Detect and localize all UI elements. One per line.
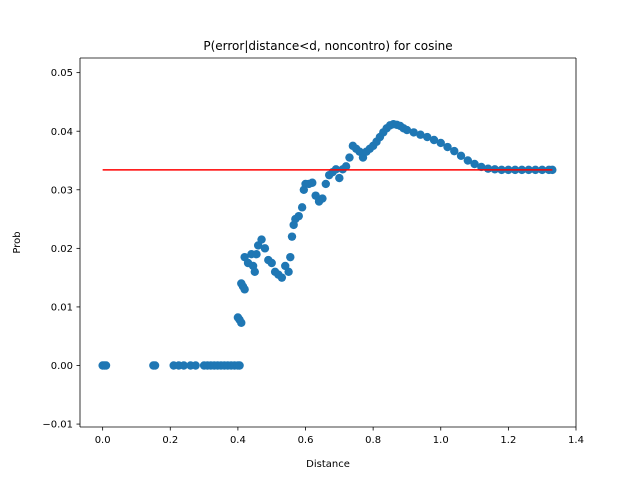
data-point bbox=[237, 318, 246, 327]
data-point bbox=[456, 151, 466, 161]
x-tick-label: 1.0 bbox=[433, 435, 449, 446]
data-point bbox=[252, 250, 261, 259]
data-point bbox=[294, 211, 303, 221]
y-tick-label: 0.01 bbox=[51, 303, 73, 314]
y-axis-label: Prob bbox=[12, 231, 23, 253]
x-axis-ticks: 0.0 0.2 0.4 0.6 0.8 1.0 1.2 1.4 bbox=[95, 427, 584, 446]
data-point bbox=[409, 128, 418, 137]
y-tick-label: 0.03 bbox=[51, 185, 73, 196]
data-point bbox=[345, 153, 354, 162]
data-point bbox=[240, 285, 249, 294]
data-point bbox=[150, 361, 160, 370]
data-point bbox=[235, 361, 244, 370]
data-point bbox=[286, 252, 295, 262]
x-tick-label: 0.6 bbox=[298, 435, 314, 446]
data-point bbox=[429, 135, 439, 145]
data-point bbox=[443, 142, 452, 152]
x-tick-label: 0.4 bbox=[230, 435, 246, 446]
data-point bbox=[260, 244, 270, 253]
x-axis-label: Distance bbox=[306, 459, 350, 470]
data-point bbox=[308, 178, 317, 187]
data-point bbox=[287, 232, 297, 241]
data-point bbox=[402, 125, 412, 135]
y-tick-label: 0.05 bbox=[51, 68, 73, 79]
x-tick-label: 0.0 bbox=[95, 435, 111, 446]
data-marks bbox=[98, 119, 557, 370]
data-point bbox=[318, 194, 327, 203]
x-tick-label: 1.4 bbox=[568, 435, 584, 446]
data-point bbox=[284, 267, 293, 276]
data-point bbox=[297, 203, 307, 212]
y-axis-ticks: −0.01 0.00 0.01 0.02 0.03 0.04 0.05 bbox=[42, 68, 80, 431]
data-point bbox=[179, 361, 188, 370]
data-point bbox=[436, 138, 445, 148]
data-point bbox=[416, 130, 425, 139]
y-tick-label: 0.02 bbox=[51, 244, 73, 255]
x-tick-label: 0.8 bbox=[365, 435, 381, 446]
chart-title: P(error|distance<d, noncontro) for cosin… bbox=[203, 39, 452, 53]
y-tick-label: 0.04 bbox=[51, 127, 73, 138]
y-tick-label: 0.00 bbox=[51, 361, 73, 372]
data-point bbox=[191, 361, 200, 370]
data-point bbox=[470, 159, 479, 169]
data-point bbox=[463, 156, 473, 165]
data-point bbox=[257, 235, 266, 244]
x-tick-label: 1.2 bbox=[500, 435, 516, 446]
x-tick-label: 0.2 bbox=[162, 435, 178, 446]
data-point bbox=[477, 162, 486, 172]
data-point bbox=[267, 258, 276, 268]
data-point bbox=[450, 146, 459, 156]
plot-area bbox=[80, 58, 576, 427]
data-point bbox=[483, 164, 493, 173]
y-tick-label: −0.01 bbox=[42, 420, 73, 431]
data-point bbox=[277, 273, 287, 282]
data-point bbox=[341, 162, 351, 171]
data-point bbox=[423, 132, 432, 142]
data-point bbox=[101, 361, 111, 370]
data-point bbox=[250, 267, 259, 276]
data-point bbox=[321, 179, 330, 189]
data-point bbox=[335, 173, 344, 183]
